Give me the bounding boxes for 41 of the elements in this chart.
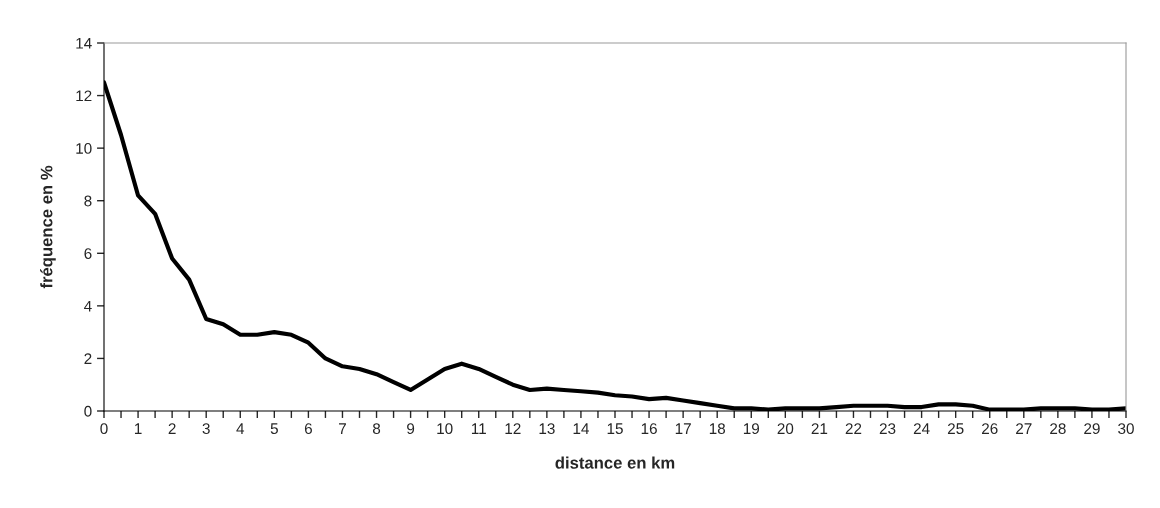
- x-tick-label: 3: [202, 423, 210, 435]
- x-tick-label: 19: [743, 423, 760, 435]
- y-tick-label: 12: [76, 90, 92, 102]
- y-tick-label: 8: [84, 195, 92, 207]
- x-tick-label: 20: [777, 423, 794, 435]
- x-tick-label: 14: [573, 423, 589, 434]
- x-tick-label: 21: [811, 423, 828, 434]
- x-tick-label: 9: [407, 423, 415, 435]
- x-tick-label: 18: [709, 423, 726, 435]
- x-tick-label: 10: [437, 423, 453, 435]
- y-tick-label: 2: [84, 353, 92, 364]
- x-tick-label: 2: [168, 423, 176, 434]
- x-tick-label: 15: [607, 423, 623, 435]
- x-axis-title: distance en km: [555, 456, 675, 469]
- x-tick-label: 30: [1118, 423, 1134, 435]
- x-tick-label: 5: [270, 423, 278, 435]
- y-tick-label: 6: [84, 248, 92, 259]
- x-tick-label: 4: [236, 423, 245, 434]
- y-tick-label: 14: [76, 38, 92, 49]
- y-tick-label: 0: [84, 405, 92, 417]
- x-tick-label: 26: [982, 423, 998, 435]
- x-tick-label: 7: [339, 423, 346, 434]
- y-tick-label: 10: [76, 143, 92, 154]
- x-tick-label: 29: [1084, 423, 1100, 435]
- x-tick-label: 8: [372, 423, 381, 435]
- x-tick-label: 24: [913, 423, 930, 434]
- x-tick-label: 0: [100, 423, 108, 435]
- x-tick-label: 16: [641, 423, 657, 435]
- y-axis-title: fréquence en %: [40, 165, 56, 289]
- x-tick-label: 28: [1050, 423, 1066, 435]
- x-tick-label: 1: [134, 423, 142, 434]
- x-tick-label: 22: [845, 423, 862, 434]
- y-tick-label: 4: [84, 300, 92, 312]
- x-tick-label: 25: [947, 423, 964, 435]
- x-tick-label: 27: [1016, 423, 1032, 434]
- x-tick-label: 13: [539, 423, 555, 435]
- x-tick-label: 11: [471, 423, 486, 434]
- x-tick-label: 12: [505, 423, 521, 434]
- x-tick-label: 23: [879, 423, 896, 435]
- x-tick-label: 6: [304, 423, 312, 435]
- x-tick-label: 17: [675, 423, 691, 434]
